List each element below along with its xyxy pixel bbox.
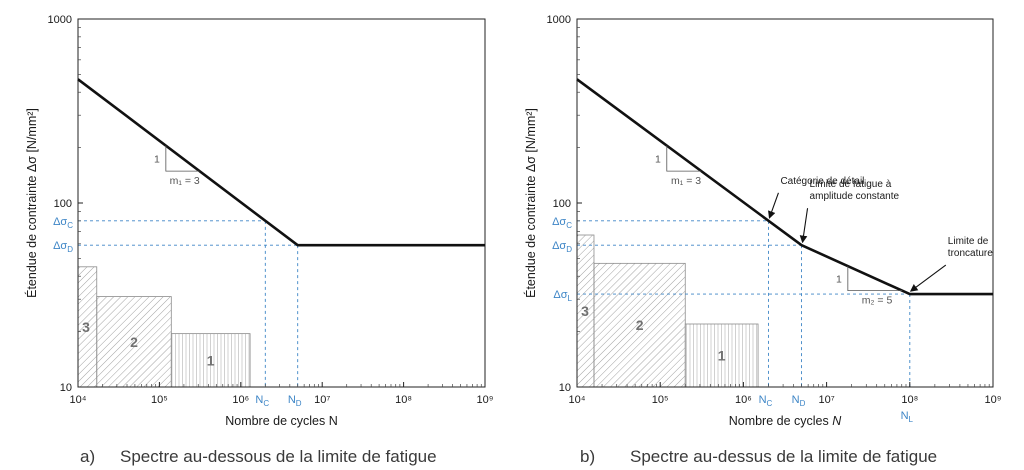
slope-rise-label: 1: [836, 273, 842, 285]
x-axis-title: Nombre de cycles N: [729, 414, 843, 428]
x-tick-label: 10⁴: [70, 394, 87, 406]
n-marker-label: NC: [255, 394, 269, 408]
spectrum-block-label: 1: [207, 352, 215, 368]
n-marker-label: NC: [759, 394, 773, 408]
annotation-label: Limite de troncature: [948, 236, 993, 259]
spectrum-block-1: [170, 333, 251, 388]
ref-value-label: ΔσD: [552, 240, 572, 254]
spectrum-block-1: [684, 323, 759, 388]
x-tick-label: 10⁸: [395, 394, 412, 406]
caption-letter: b): [580, 447, 595, 466]
slope-triangle: [847, 266, 903, 292]
annotation-arrow: [909, 264, 947, 292]
spectrum-block-label: 3: [581, 303, 589, 319]
caption-letter: a): [80, 447, 95, 466]
ref-value-label: ΔσL: [553, 289, 572, 303]
ref-value-label: ΔσD: [53, 240, 73, 254]
spectrum-block-label: 3: [82, 319, 90, 335]
y-tick-label: 100: [54, 198, 72, 210]
slope-m-label: m₂ = 5: [862, 295, 893, 307]
x-tick-label: 10⁷: [818, 394, 834, 406]
n-marker-label: ND: [288, 394, 302, 408]
n-marker-label: NL: [901, 410, 914, 424]
x-tick-label: 10⁴: [569, 394, 586, 406]
annotation-label: Catégorie de détail: [780, 176, 864, 187]
slope-triangle: [666, 145, 702, 172]
annotation-arrow: [768, 192, 779, 219]
y-tick-label: 1000: [547, 14, 571, 26]
x-tick-label: 10⁹: [985, 394, 1002, 406]
annotation-label: Limite de fatigue à amplitude constante: [810, 179, 900, 202]
annotation-arrow: [799, 208, 809, 244]
slope-m-label: m₁ = 3: [170, 175, 200, 187]
x-tick-label: 10⁷: [314, 394, 330, 406]
y-axis-title: Étendue de contrainte Δσ [N/mm²]: [24, 108, 39, 298]
y-tick-label: 10: [60, 382, 72, 394]
x-tick-label: 10⁹: [477, 394, 494, 406]
ref-value-label: ΔσC: [552, 216, 572, 230]
spectrum-block-label: 1: [718, 347, 726, 363]
sn-curve-line: [77, 78, 485, 247]
y-tick-label: 10: [559, 382, 571, 394]
slope-rise-label: 1: [154, 153, 160, 165]
x-tick-label: 10⁵: [652, 394, 669, 406]
slope-rise-label: 1: [655, 153, 661, 165]
spectrum-block-label: 2: [130, 334, 138, 350]
spectrum-block-2: [96, 296, 172, 388]
caption-text: Spectre au-dessous de la limite de fatig…: [120, 447, 437, 466]
x-tick-label: 10⁵: [151, 394, 168, 406]
y-tick-label: 100: [553, 198, 571, 210]
slope-triangle: [165, 145, 200, 172]
y-axis-title: Étendue de contrainte Δσ [N/mm²]: [523, 108, 538, 298]
chart-panel-a: 3 2 1 ΔσC ΔσD 10 100 1000 10⁴ 10⁵ 10⁶ 10⁷ 10⁸ 10⁹ NC ND…: [24, 14, 493, 466]
spectrum-block-2: [593, 262, 686, 388]
n-marker-label: ND: [792, 394, 806, 408]
x-tick-label: 10⁸: [901, 394, 918, 406]
sn-curve-line: [576, 78, 993, 296]
x-tick-label: 10⁶: [232, 394, 249, 406]
x-axis-title: Nombre de cycles N: [225, 414, 338, 428]
chart-panel-b: 3 2 1 ΔσC ΔσD ΔσL 10 100 1000 10⁴ 10⁵ 10⁶ 10⁷ 10⁸ 10⁹ N…: [523, 14, 1001, 466]
x-tick-label: 10⁶: [735, 394, 752, 406]
ref-value-label: ΔσC: [53, 216, 73, 230]
y-tick-label: 1000: [48, 14, 72, 26]
spectrum-block-label: 2: [636, 317, 644, 333]
caption-text: Spectre au-dessus de la limite de fatigu…: [630, 447, 937, 466]
slope-m-label: m₁ = 3: [671, 175, 701, 187]
